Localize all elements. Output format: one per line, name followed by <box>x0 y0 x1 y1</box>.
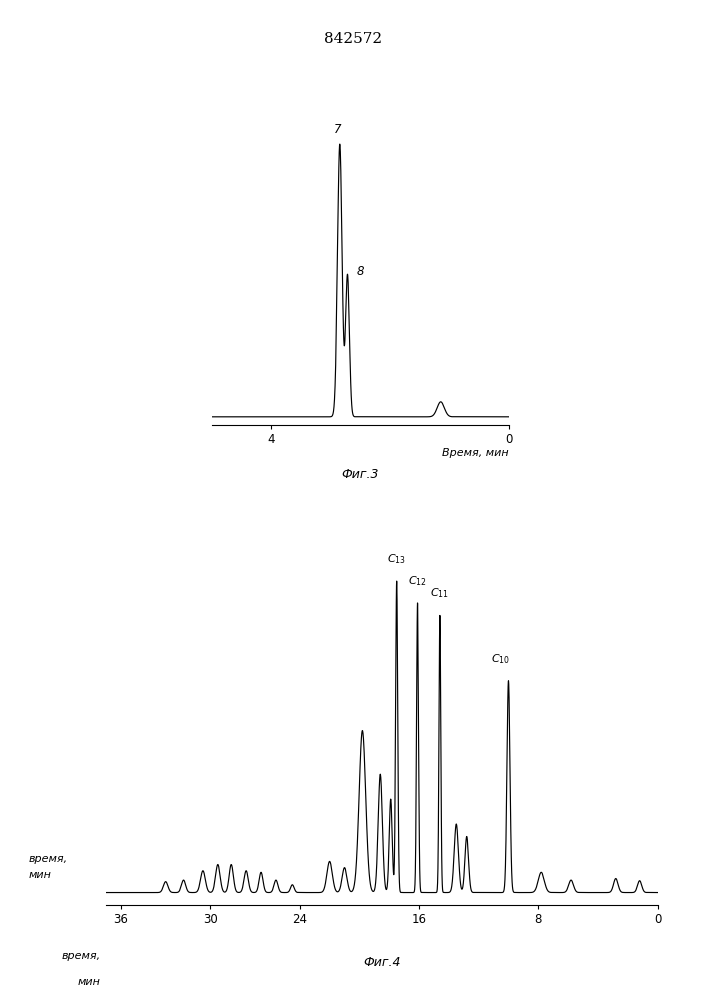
Text: 8: 8 <box>357 265 364 278</box>
Text: $C_{10}$: $C_{10}$ <box>491 652 510 666</box>
Text: 842572: 842572 <box>325 32 382 46</box>
Text: мин: мин <box>78 977 100 987</box>
Text: Фиг.3: Фиг.3 <box>341 468 380 481</box>
Text: Фиг.4: Фиг.4 <box>363 956 401 969</box>
Text: $C_{13}$: $C_{13}$ <box>387 552 406 566</box>
Text: время,: время, <box>28 854 67 864</box>
Text: 7: 7 <box>334 123 341 136</box>
Text: $C_{11}$: $C_{11}$ <box>431 587 450 600</box>
Text: время,: время, <box>62 951 100 961</box>
Text: мин: мин <box>28 870 51 880</box>
Text: Время, мин: Время, мин <box>443 448 509 458</box>
Text: $C_{12}$: $C_{12}$ <box>408 574 427 588</box>
